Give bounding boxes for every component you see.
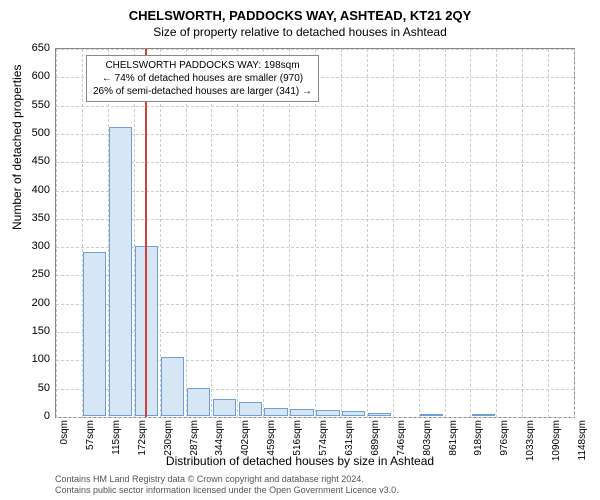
xtick-label: 976sqm	[499, 420, 510, 456]
xtick-label: 631sqm	[344, 420, 355, 456]
xtick-label: 574sqm	[318, 420, 329, 456]
footer-attribution: Contains HM Land Registry data © Crown c…	[55, 474, 399, 496]
ytick-label: 300	[20, 240, 50, 252]
histogram-bar	[290, 409, 313, 416]
gridline-h	[56, 417, 574, 418]
histogram-bar	[342, 411, 365, 416]
ytick-label: 0	[20, 410, 50, 422]
histogram-bar	[472, 414, 495, 416]
ytick-label: 500	[20, 127, 50, 139]
xtick-label: 459sqm	[266, 420, 277, 456]
gridline-v	[367, 49, 368, 417]
footer-line2: Contains public sector information licen…	[55, 485, 399, 496]
gridline-v	[470, 49, 471, 417]
gridline-v	[522, 49, 523, 417]
xtick-label: 0sqm	[59, 420, 70, 444]
chart-title: CHELSWORTH, PADDOCKS WAY, ASHTEAD, KT21 …	[0, 0, 600, 23]
plot-area: CHELSWORTH PADDOCKS WAY: 198sqm← 74% of …	[55, 48, 575, 418]
histogram-bar	[316, 410, 339, 416]
xtick-label: 689sqm	[370, 420, 381, 456]
histogram-bar	[161, 357, 184, 416]
chart-area: CHELSWORTH PADDOCKS WAY: 198sqm← 74% of …	[55, 48, 575, 418]
gridline-v	[496, 49, 497, 417]
marker-line	[145, 49, 147, 417]
histogram-bar	[420, 414, 443, 416]
histogram-bar	[239, 402, 262, 416]
gridline-v	[237, 49, 238, 417]
gridline-v	[393, 49, 394, 417]
xtick-label: 230sqm	[163, 420, 174, 456]
xtick-label: 344sqm	[214, 420, 225, 456]
ytick-label: 100	[20, 353, 50, 365]
xtick-label: 803sqm	[422, 420, 433, 456]
histogram-bar	[109, 127, 132, 416]
gridline-v	[445, 49, 446, 417]
chart-subtitle: Size of property relative to detached ho…	[0, 25, 600, 39]
annotation-box: CHELSWORTH PADDOCKS WAY: 198sqm← 74% of …	[86, 55, 319, 102]
gridline-v	[574, 49, 575, 417]
gridline-v	[419, 49, 420, 417]
x-axis-label: Distribution of detached houses by size …	[0, 454, 600, 468]
histogram-bar	[264, 408, 287, 416]
ytick-label: 350	[20, 212, 50, 224]
y-axis-label: Number of detached properties	[10, 65, 24, 230]
xtick-label: 746sqm	[396, 420, 407, 456]
ytick-label: 550	[20, 99, 50, 111]
xtick-label: 402sqm	[240, 420, 251, 456]
ytick-label: 450	[20, 155, 50, 167]
chart-container: CHELSWORTH, PADDOCKS WAY, ASHTEAD, KT21 …	[0, 0, 600, 500]
xtick-label: 918sqm	[473, 420, 484, 456]
histogram-bar	[83, 252, 106, 416]
gridline-v	[341, 49, 342, 417]
ytick-label: 250	[20, 268, 50, 280]
ytick-label: 400	[20, 184, 50, 196]
gridline-v	[315, 49, 316, 417]
histogram-bar	[187, 388, 210, 416]
gridline-v	[263, 49, 264, 417]
gridline-v	[211, 49, 212, 417]
ytick-label: 650	[20, 42, 50, 54]
ytick-label: 50	[20, 382, 50, 394]
histogram-bar	[368, 413, 391, 416]
xtick-label: 516sqm	[292, 420, 303, 456]
gridline-v	[548, 49, 549, 417]
gridline-v	[56, 49, 57, 417]
annotation-line1: CHELSWORTH PADDOCKS WAY: 198sqm	[93, 59, 312, 72]
xtick-label: 861sqm	[448, 420, 459, 456]
gridline-v	[186, 49, 187, 417]
ytick-label: 200	[20, 297, 50, 309]
ytick-label: 150	[20, 325, 50, 337]
histogram-bar	[213, 399, 236, 416]
xtick-label: 287sqm	[189, 420, 200, 456]
annotation-line2: ← 74% of detached houses are smaller (97…	[93, 72, 312, 85]
xtick-label: 172sqm	[137, 420, 148, 456]
gridline-v	[289, 49, 290, 417]
xtick-label: 57sqm	[85, 420, 96, 450]
xtick-label: 115sqm	[111, 420, 122, 455]
ytick-label: 600	[20, 70, 50, 82]
footer-line1: Contains HM Land Registry data © Crown c…	[55, 474, 399, 485]
annotation-line3: 26% of semi-detached houses are larger (…	[93, 85, 312, 98]
